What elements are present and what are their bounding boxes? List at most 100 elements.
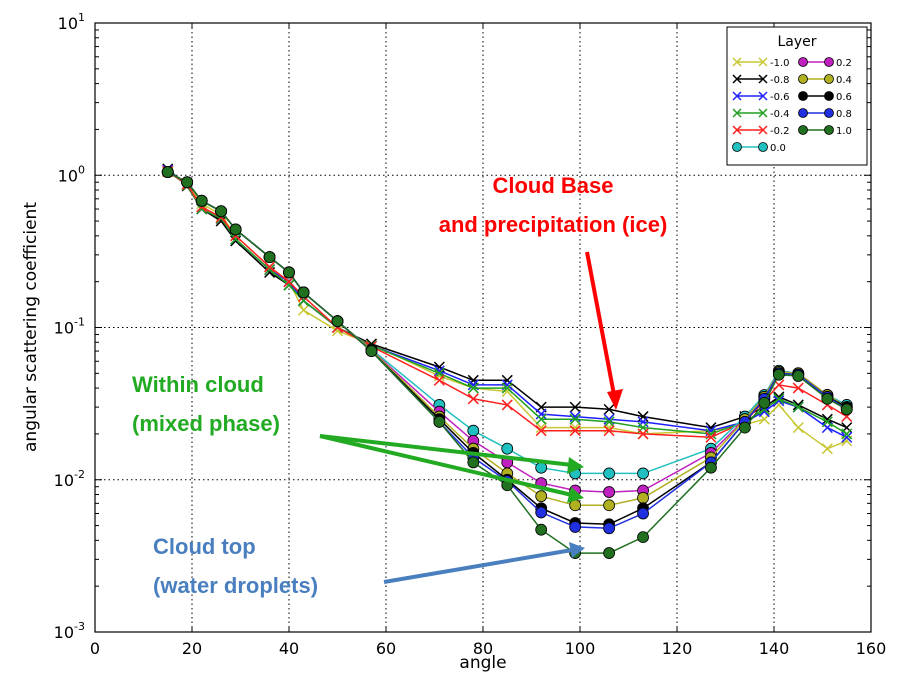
legend-marker [758,57,768,67]
data-point [535,413,547,425]
legend-marker [824,74,834,84]
data-point [195,194,208,207]
annotation-cloud-top: Cloud top (water droplets) [153,534,585,598]
x-tick-label: 120 [662,639,693,658]
legend-marker [732,108,742,118]
legend-marker [824,108,834,118]
legend-marker [798,57,808,67]
data-point [603,403,615,415]
data-point [433,374,445,386]
data-point [331,325,344,337]
legend-marker [732,74,742,84]
data-point [501,382,513,394]
x-axis-label: angle [459,653,506,673]
grid [95,23,871,632]
data-point [569,521,582,533]
data-point [230,233,242,245]
annotation-cloud-base-line1: Cloud Base [492,173,613,198]
legend-item: 0.4 [798,74,852,86]
data-point [603,547,615,559]
data-point [501,399,513,411]
legend-item: 0.0 [732,142,786,154]
x-tick-label: 80 [473,639,493,658]
data-point [840,403,853,416]
data-point [603,522,615,535]
arrow-head-cloud-top [569,542,585,558]
annotation-within-cloud-line2: (mixed phase) [132,411,280,436]
legend-label: 0.8 [836,109,852,120]
data-point [792,382,804,394]
legend-item: 1.0 [798,125,852,137]
series-layer [161,163,853,559]
data-point [821,392,834,405]
data-point [569,413,581,425]
legend: Layer -1.0 -0.8 -0.6 -0.4 -0.2 0.0 0.2 0.4 0.6 0.… [726,26,868,166]
legend-marker [824,125,834,135]
data-point [535,408,547,420]
data-point [637,507,649,520]
legend-marker [798,108,808,118]
data-point [467,424,480,437]
data-point [264,264,276,276]
data-point [331,315,344,328]
x-tick-label: 100 [565,639,596,658]
legend-label: -0.4 [770,109,790,120]
data-point [535,490,548,503]
x-tick-label: 40 [279,639,299,658]
legend-item: 0.8 [798,108,852,120]
legend-marker [758,74,768,84]
legend-item: -0.6 [732,91,790,103]
legend-label: -0.6 [770,92,790,103]
legend-marker [798,74,808,84]
y-tick-label: 100 [58,163,85,185]
data-point [283,276,295,288]
annotation-within-cloud: Within cloud (mixed phase) [132,372,584,503]
data-point [603,416,615,428]
x-tick-label: 60 [376,639,396,658]
data-point [792,401,804,413]
data-point [365,345,378,357]
arrow-head-within-cloud-2 [567,487,584,503]
arrow-cloud-top [383,548,573,584]
arrow-head-cloud-base [607,389,623,410]
y-tick-label: 101 [58,11,85,33]
data-point [705,431,717,443]
data-point [758,396,771,409]
annotation-within-cloud-line1: Within cloud [132,372,264,397]
legend-marker [798,125,808,135]
legend-marker [758,125,768,135]
data-point [821,413,833,425]
y-axis-label: angular scattering coefficient [21,202,41,452]
data-point [467,393,479,405]
y-tick-label: 10-1 [54,316,85,338]
arrow-within-cloud-2 [319,434,573,497]
data-point [792,422,804,434]
legend-label: 0.2 [836,58,852,69]
x-tick-label: 140 [759,639,790,658]
data-point [841,428,853,440]
data-point [467,382,479,394]
data-point [263,251,276,263]
data-point [297,286,310,299]
data-point [773,395,785,407]
data-point [821,416,833,428]
legend-marker [732,57,742,67]
data-point [229,223,242,236]
legend-item: 0.6 [798,91,852,103]
annotations: Cloud Base and precipitation (ice) Withi… [132,173,667,598]
data-point [637,491,649,504]
data-point [298,295,310,307]
data-point [283,266,295,279]
legend-marker [732,142,742,152]
legend-marker [798,91,808,101]
legend-label: 1.0 [836,126,852,137]
data-point [535,506,548,519]
annotation-cloud-base-line2: and precipitation (ice) [439,212,668,237]
axis-ticks: 0 20 40 60 80 100 120 140 160 10-3 10-2 10-1 100 101 [54,11,887,658]
legend-item: -0.2 [732,125,790,137]
data-point [821,443,833,455]
data-point [569,425,581,437]
arrow-head-within-cloud-1 [567,457,584,474]
arrow-cloud-base [585,251,617,401]
